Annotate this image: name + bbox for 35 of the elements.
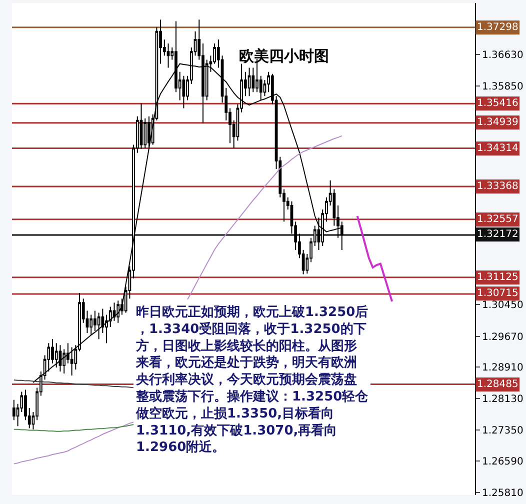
candlestick	[54, 342, 58, 368]
candlestick	[148, 116, 150, 150]
y-tick-label: 1.28130	[482, 394, 524, 406]
y-tick-label: 1.28910	[482, 362, 524, 374]
candlestick	[140, 102, 143, 150]
y-tick-label: 1.26590	[482, 456, 524, 468]
ref-line-label: 1.34314	[477, 143, 518, 154]
y-tick-label: 1.30450	[482, 300, 524, 312]
line-series	[13, 380, 134, 388]
candlestick	[182, 75, 186, 109]
ref-line-label: 1.30715	[477, 288, 518, 299]
y-tick-label: 1.27350	[482, 426, 524, 437]
ref-line-label: 1.28485	[477, 379, 518, 390]
ref-line-label: 1.32557	[477, 214, 518, 225]
line-series	[13, 424, 134, 432]
ref-line-label: 1.33368	[477, 181, 518, 192]
y-tick-label: 1.29670	[482, 332, 524, 343]
ref-line-label: 1.31125	[477, 272, 518, 283]
ref-line-label: 1.37298	[477, 22, 518, 33]
text: 昨日欧元正如预期，欧元上破1.3250后，1.3340受阻回落，收于1.3250的下方，日图收上影线较长的阳柱。从图形来看，欧元还是处于跌势，明天有欧洲央行利率决议，今天欧元预期会震荡盘整或震荡下行。操作建议：1.3250轻仓做空欧元，止损1.3350,目标看向1.3110,有效下破1.3070,再看向1.2960附近。	[136, 305, 368, 456]
candlestick	[70, 346, 74, 376]
candlestick	[166, 42, 170, 68]
y-tick-label: 1.35850	[482, 82, 524, 93]
line-series	[356, 215, 394, 302]
ref-line-label: 1.34939	[477, 117, 518, 128]
candlestick	[58, 344, 62, 372]
y-tick-label: 1.36630	[482, 50, 524, 61]
ref-line-label: 1.35416	[477, 98, 518, 109]
candlestick	[116, 300, 120, 324]
candlestick	[97, 312, 100, 340]
candlestick	[248, 67, 251, 97]
candlestick	[90, 314, 93, 336]
y-tick-label: 1.25810	[482, 488, 524, 500]
ref-line-label: 1.32172	[477, 229, 518, 240]
text: 欧美四小时图	[239, 47, 329, 65]
